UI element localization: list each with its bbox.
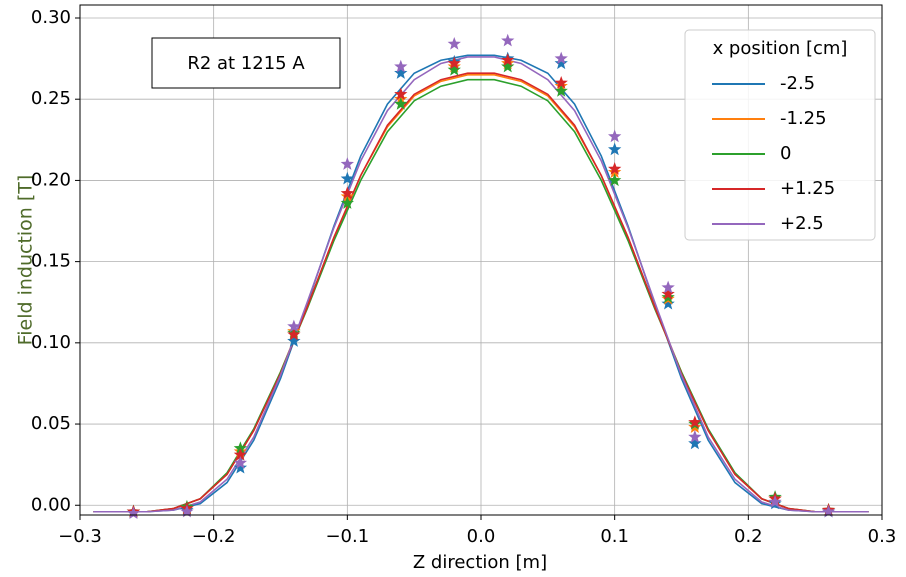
y-tick-label: 0.10 [31,332,71,353]
legend-title: x position [cm] [713,38,848,59]
star-marker [688,436,702,450]
star-marker [233,456,248,469]
legend-label: +2.5 [780,213,824,234]
star-marker [554,51,568,65]
fit-line [93,72,869,513]
fit-line [93,78,869,513]
x-axis-label: Z direction [m] [413,552,547,573]
star-marker [287,327,301,341]
y-tick-label: 0.20 [31,169,71,190]
y-tick-label: 0.05 [31,413,71,434]
legend-label: 0 [780,143,791,164]
star-marker [661,296,675,310]
y-tick-label: 0.00 [31,494,71,515]
star-marker [608,129,622,143]
star-marker [688,415,702,429]
star-marker [447,56,461,70]
fit-line [93,56,869,513]
annotation-box [151,37,341,89]
star-marker [501,33,515,47]
star-marker [447,62,461,76]
star-marker [554,84,568,97]
star-marker [287,334,301,347]
x-tick-label: 0.0 [467,526,496,547]
star-marker [287,319,301,333]
legend-label: -1.25 [780,108,827,129]
star-marker [394,87,408,100]
y-tick-label: 0.30 [31,7,71,28]
star-marker [821,504,836,518]
star-marker [340,171,354,185]
star-marker [501,59,515,73]
star-marker [126,506,141,520]
legend-box [684,29,876,241]
fit-line [93,54,869,513]
x-tick-label: −0.1 [325,526,369,547]
x-tick-label: 0.1 [600,526,629,547]
plot-frame [79,4,883,516]
star-marker [394,97,408,110]
star-marker [340,186,354,200]
star-marker [233,460,248,474]
star-marker [661,280,675,294]
x-tick-label: 0.3 [868,526,897,547]
x-tick-label: −0.3 [58,526,102,547]
star-marker [688,430,702,443]
y-axis-label: Field induction [T] [15,175,37,346]
star-marker [661,287,675,300]
star-marker [501,53,515,66]
star-marker [340,157,354,170]
star-marker [608,173,622,187]
x-tick-label: −0.2 [192,526,236,547]
legend-label: -2.5 [780,73,815,94]
y-tick-label: 0.25 [31,88,71,109]
star-marker [233,447,248,461]
annotation: R2 at 1215 A [187,53,305,74]
star-marker [447,36,461,50]
star-marker [608,142,622,156]
star-marker [554,56,568,70]
star-marker [768,495,782,508]
legend-label: +1.25 [780,178,835,199]
y-tick-label: 0.15 [31,251,71,272]
star-marker [394,59,408,73]
star-marker [233,441,248,455]
x-tick-label: 0.2 [734,526,763,547]
star-marker [554,75,568,89]
star-marker [608,162,622,175]
star-marker [180,504,194,518]
star-marker [340,196,354,209]
star-marker [394,66,408,79]
